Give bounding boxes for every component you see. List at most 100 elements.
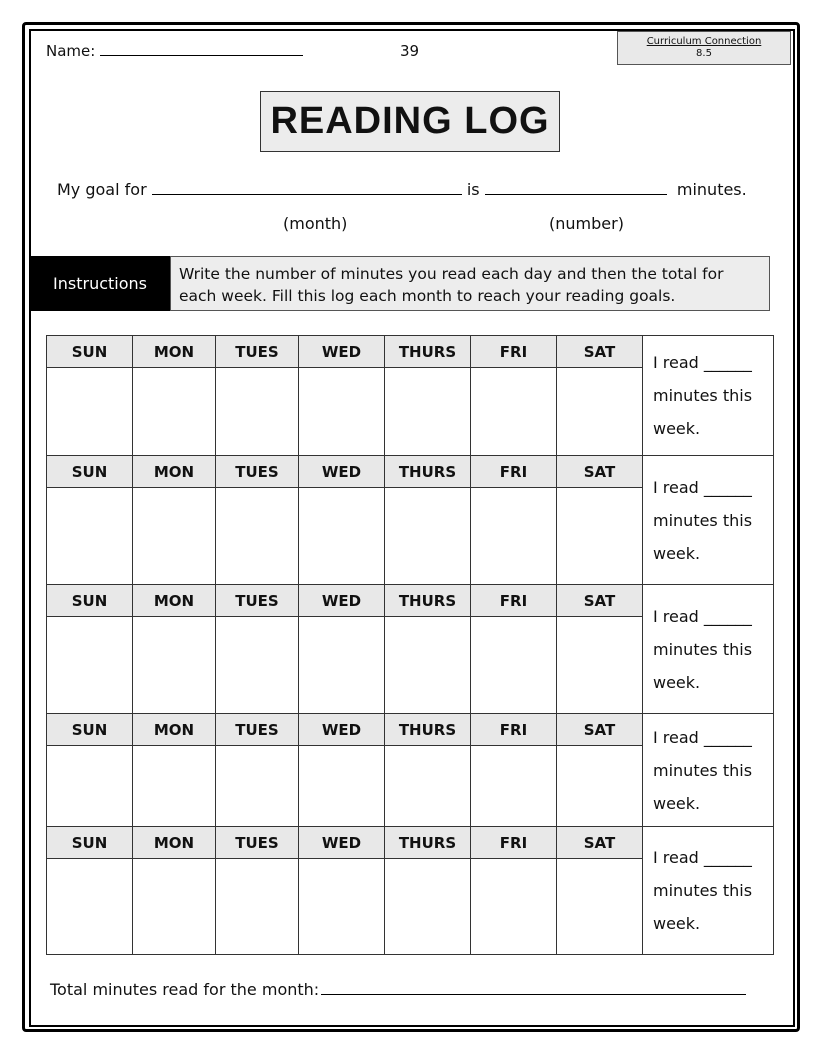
curriculum-code: 8.5 bbox=[696, 48, 712, 59]
day-header: TUES bbox=[215, 713, 299, 746]
week-header-row: SUN MON TUES WED THURS FRI SAT I read ______ min… bbox=[46, 584, 774, 714]
week-total-text: minutes this bbox=[653, 510, 753, 530]
day-header: THURS bbox=[384, 335, 471, 368]
week-total-text: week. bbox=[653, 543, 701, 563]
day-minutes-cell[interactable] bbox=[384, 858, 471, 955]
inner-border bbox=[29, 29, 795, 1027]
week-total-text: I read ______ bbox=[653, 477, 752, 497]
day-minutes-cell[interactable] bbox=[215, 616, 299, 714]
day-minutes-cell[interactable] bbox=[132, 745, 216, 827]
day-minutes-cell[interactable] bbox=[384, 745, 471, 827]
day-minutes-cell[interactable] bbox=[556, 858, 643, 955]
day-minutes-cell[interactable] bbox=[46, 745, 133, 827]
day-minutes-cell[interactable] bbox=[298, 745, 385, 827]
week-total-text: week. bbox=[653, 793, 701, 813]
day-minutes-cell[interactable] bbox=[298, 616, 385, 714]
day-minutes-cell[interactable] bbox=[556, 367, 643, 456]
day-header: SUN bbox=[46, 826, 133, 859]
week-total-cell[interactable]: I read ______minutes this week. bbox=[642, 826, 774, 955]
month-total: Total minutes read for the month: bbox=[50, 980, 747, 999]
day-header: THURS bbox=[384, 713, 471, 746]
day-minutes-cell[interactable] bbox=[132, 616, 216, 714]
day-minutes-cell[interactable] bbox=[132, 487, 216, 585]
month-total-line[interactable] bbox=[321, 994, 747, 995]
day-minutes-cell[interactable] bbox=[298, 487, 385, 585]
day-header: TUES bbox=[215, 584, 299, 617]
month-total-label: Total minutes read for the month: bbox=[50, 980, 320, 999]
day-header: FRI bbox=[470, 335, 557, 368]
day-minutes-cell[interactable] bbox=[132, 858, 216, 955]
day-header: WED bbox=[298, 826, 385, 859]
day-minutes-cell[interactable] bbox=[132, 367, 216, 456]
month-hint: (month) bbox=[283, 214, 348, 233]
day-header: MON bbox=[132, 335, 216, 368]
day-minutes-cell[interactable] bbox=[556, 745, 643, 827]
week-header-row: SUN MON TUES WED THURS FRI SAT I read ______ min… bbox=[46, 335, 774, 456]
week-total-text: week. bbox=[653, 914, 701, 933]
week-total-text: minutes this bbox=[653, 881, 753, 900]
name-line[interactable] bbox=[100, 55, 304, 56]
week-total-cell[interactable]: I read ______ minutes this week. bbox=[642, 335, 774, 456]
week-total-text: I read ______ bbox=[653, 848, 752, 867]
day-header: MON bbox=[132, 826, 216, 859]
day-minutes-cell[interactable] bbox=[215, 858, 299, 955]
day-minutes-cell[interactable] bbox=[470, 745, 557, 827]
day-header: FRI bbox=[470, 584, 557, 617]
day-header: SAT bbox=[556, 335, 643, 368]
day-minutes-cell[interactable] bbox=[556, 616, 643, 714]
number-line[interactable] bbox=[484, 194, 667, 195]
day-minutes-cell[interactable] bbox=[384, 487, 471, 585]
week-total-cell[interactable]: I read ______minutes this week. bbox=[642, 455, 774, 585]
day-minutes-cell[interactable] bbox=[215, 367, 299, 456]
day-minutes-cell[interactable] bbox=[46, 616, 133, 714]
week-total-text: week. bbox=[653, 419, 701, 438]
day-header: THURS bbox=[384, 455, 471, 488]
curriculum-title: Curriculum Connection bbox=[646, 36, 762, 47]
instructions-text: Write the number of minutes you read eac… bbox=[170, 256, 770, 311]
day-header: THURS bbox=[384, 826, 471, 859]
day-minutes-cell[interactable] bbox=[46, 367, 133, 456]
day-minutes-cell[interactable] bbox=[46, 487, 133, 585]
day-minutes-cell[interactable] bbox=[298, 367, 385, 456]
day-minutes-cell[interactable] bbox=[215, 487, 299, 585]
week-total-cell[interactable]: I read ______ minutes this week. bbox=[642, 713, 774, 827]
day-minutes-cell[interactable] bbox=[215, 745, 299, 827]
day-minutes-cell[interactable] bbox=[556, 487, 643, 585]
day-header: FRI bbox=[470, 455, 557, 488]
day-header: SAT bbox=[556, 455, 643, 488]
number-hint: (number) bbox=[549, 214, 624, 233]
day-header: WED bbox=[298, 713, 385, 746]
page-title: READING LOG bbox=[260, 91, 560, 152]
day-header: MON bbox=[132, 713, 216, 746]
week-header-row: SUN MON TUES WED THURS FRI SAT I read ______ min… bbox=[46, 826, 774, 955]
day-minutes-cell[interactable] bbox=[298, 858, 385, 955]
week-total-text: minutes this bbox=[653, 386, 753, 405]
week-total-cell[interactable]: I read ______ minutes this week. bbox=[642, 584, 774, 714]
week-header-row: SUN MON TUES WED THURS FRI SAT I read ______ min… bbox=[46, 713, 774, 827]
day-minutes-cell[interactable] bbox=[46, 858, 133, 955]
day-minutes-cell[interactable] bbox=[470, 616, 557, 714]
day-header: SAT bbox=[556, 826, 643, 859]
name-field[interactable]: Name: bbox=[46, 42, 304, 60]
day-minutes-cell[interactable] bbox=[470, 858, 557, 955]
day-minutes-cell[interactable] bbox=[384, 616, 471, 714]
week-total-text: I read ______ bbox=[653, 727, 752, 747]
week-minutes-row bbox=[46, 487, 774, 585]
day-minutes-cell[interactable] bbox=[384, 367, 471, 456]
day-header: WED bbox=[298, 584, 385, 617]
page-number: 39 bbox=[400, 42, 420, 60]
day-header: SUN bbox=[46, 584, 133, 617]
day-header: SAT bbox=[556, 713, 643, 746]
day-header: SAT bbox=[556, 584, 643, 617]
day-header: FRI bbox=[470, 713, 557, 746]
day-minutes-cell[interactable] bbox=[470, 487, 557, 585]
day-minutes-cell[interactable] bbox=[470, 367, 557, 456]
day-header: MON bbox=[132, 584, 216, 617]
week-total-text: minutes this bbox=[653, 639, 753, 659]
day-header: TUES bbox=[215, 455, 299, 488]
goal-sentence: My goal for is minutes. bbox=[57, 180, 747, 199]
day-header: SUN bbox=[46, 455, 133, 488]
month-line[interactable] bbox=[151, 194, 462, 195]
day-header: WED bbox=[298, 455, 385, 488]
week-total-text: I read ______ bbox=[653, 606, 752, 626]
